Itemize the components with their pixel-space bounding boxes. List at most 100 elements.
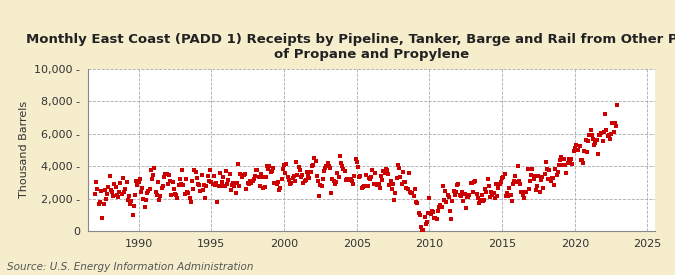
Point xyxy=(262,164,273,168)
Point xyxy=(254,184,265,188)
Point xyxy=(151,192,162,197)
Point xyxy=(567,161,578,166)
Point xyxy=(387,186,398,191)
Point xyxy=(486,189,497,194)
Point xyxy=(101,197,111,202)
Point xyxy=(151,190,161,195)
Point xyxy=(145,168,156,172)
Point xyxy=(154,198,165,202)
Point xyxy=(422,220,433,224)
Point xyxy=(416,225,427,229)
Point xyxy=(104,174,115,178)
Point xyxy=(221,182,232,187)
Point xyxy=(583,139,593,144)
Point xyxy=(103,185,114,189)
Point xyxy=(524,179,535,183)
Point xyxy=(364,177,375,181)
Point xyxy=(127,213,138,218)
Point xyxy=(194,182,205,187)
Point xyxy=(285,182,296,186)
Point xyxy=(498,174,509,179)
Point xyxy=(358,184,369,188)
Point xyxy=(573,148,584,153)
Point xyxy=(552,170,563,174)
Point xyxy=(508,182,518,186)
Point xyxy=(544,168,555,172)
Point xyxy=(475,198,486,202)
Point xyxy=(287,176,298,181)
Point xyxy=(610,120,620,125)
Point xyxy=(192,182,203,186)
Point xyxy=(159,175,169,179)
Point xyxy=(442,193,453,197)
Point xyxy=(363,176,374,181)
Point xyxy=(182,189,192,194)
Point xyxy=(180,192,190,197)
Point xyxy=(241,186,252,191)
Point xyxy=(184,196,195,200)
Point xyxy=(326,191,337,195)
Point xyxy=(596,131,607,135)
Point xyxy=(377,178,387,182)
Point xyxy=(410,187,421,191)
Point xyxy=(349,174,360,178)
Point xyxy=(121,180,132,184)
Point xyxy=(531,188,541,192)
Point xyxy=(320,166,331,170)
Point xyxy=(163,173,174,177)
Point xyxy=(480,187,491,191)
Point xyxy=(244,182,254,186)
Point xyxy=(277,166,288,171)
Point xyxy=(319,168,329,173)
Point xyxy=(381,168,392,173)
Point xyxy=(221,169,232,173)
Point xyxy=(447,199,458,203)
Point xyxy=(253,175,264,179)
Point xyxy=(526,173,537,177)
Point xyxy=(390,191,401,196)
Point xyxy=(512,164,523,168)
Title: Monthly East Coast (PADD 1) Receipts by Pipeline, Tanker, Barge and Rail from Ot: Monthly East Coast (PADD 1) Receipts by … xyxy=(26,33,675,61)
Point xyxy=(148,172,159,177)
Point xyxy=(387,182,398,186)
Point xyxy=(398,170,408,175)
Point xyxy=(450,193,460,197)
Point xyxy=(589,143,599,147)
Point xyxy=(322,161,333,166)
Point xyxy=(201,184,212,189)
Point xyxy=(396,182,407,186)
Point xyxy=(562,161,573,165)
Point xyxy=(561,170,572,175)
Point xyxy=(392,163,403,167)
Point xyxy=(304,176,315,180)
Point xyxy=(355,174,366,178)
Point xyxy=(538,186,549,190)
Point xyxy=(489,196,500,200)
Point xyxy=(549,183,560,187)
Point xyxy=(551,173,562,177)
Point xyxy=(136,189,146,194)
Point xyxy=(428,210,439,214)
Point xyxy=(321,164,332,168)
Point xyxy=(352,164,363,169)
Point xyxy=(371,182,381,186)
Point xyxy=(195,189,206,194)
Point xyxy=(109,182,119,186)
Point xyxy=(554,163,564,168)
Point xyxy=(317,177,328,182)
Point xyxy=(603,133,614,137)
Point xyxy=(494,182,505,186)
Point xyxy=(113,195,124,200)
Point xyxy=(464,193,475,197)
Point xyxy=(288,173,299,178)
Point xyxy=(168,186,179,191)
Point xyxy=(495,180,506,184)
Point xyxy=(142,191,153,195)
Point xyxy=(297,173,308,178)
Point xyxy=(340,169,350,173)
Point xyxy=(460,205,471,210)
Point xyxy=(284,178,294,182)
Point xyxy=(252,168,263,172)
Point xyxy=(591,138,602,142)
Point xyxy=(143,189,154,194)
